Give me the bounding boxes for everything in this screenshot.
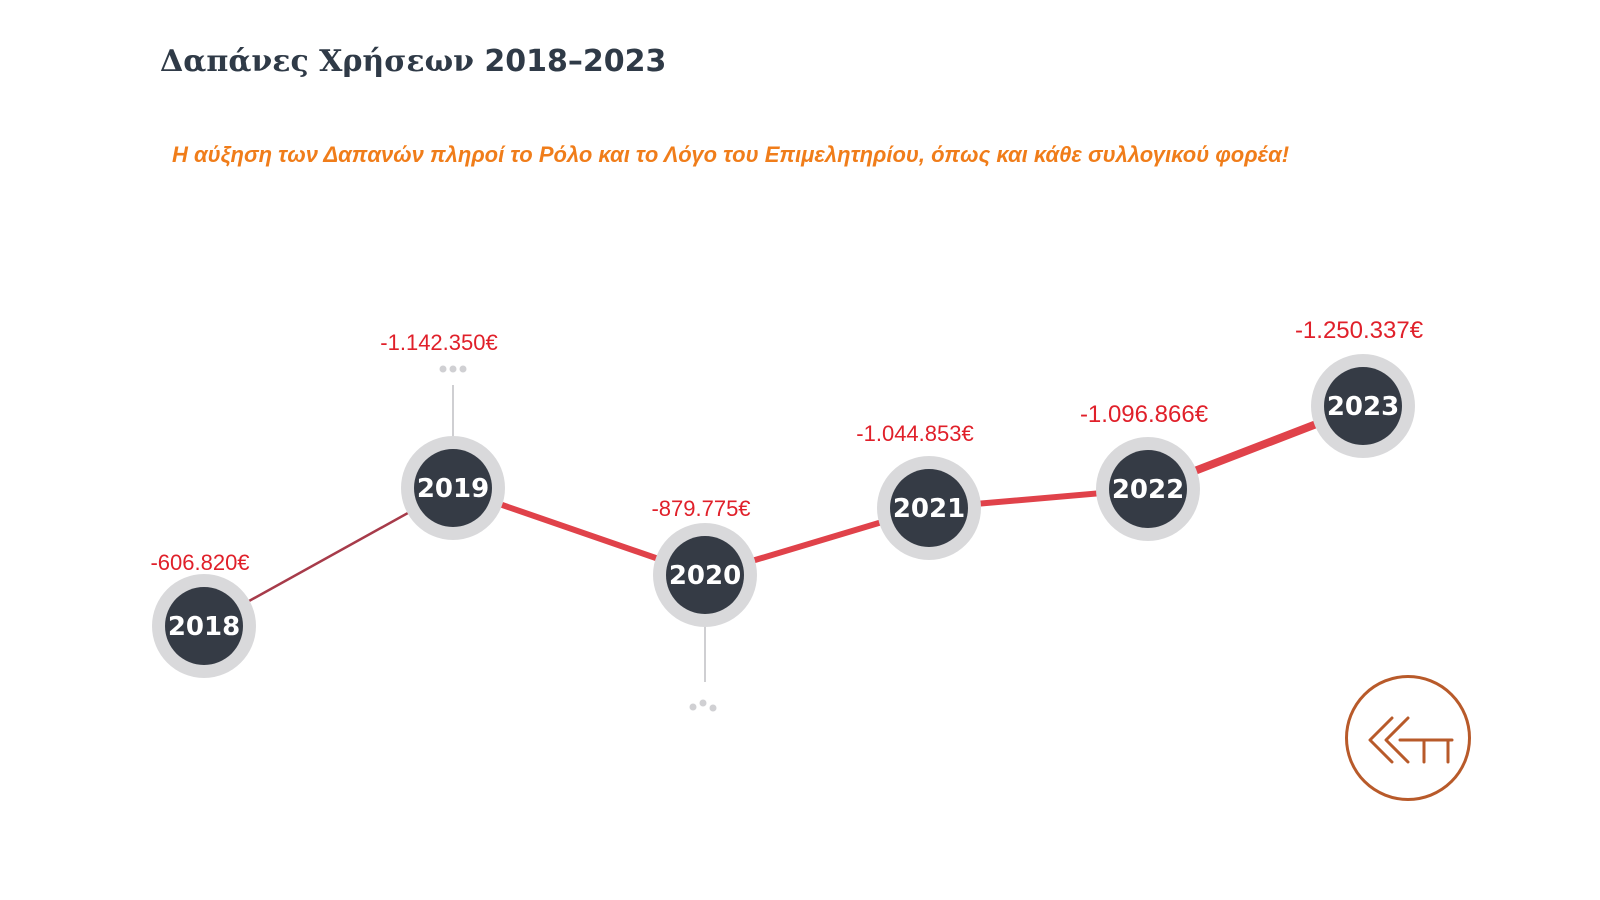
year-label: 2021 xyxy=(893,494,965,524)
value-label: -1.044.853€ xyxy=(856,421,973,446)
leader-dot xyxy=(709,704,717,712)
year-label: 2019 xyxy=(417,474,489,504)
title-years: 2018–2023 xyxy=(484,44,667,79)
leader-dot xyxy=(449,365,457,373)
year-label: 2020 xyxy=(669,561,741,591)
value-label: -1.142.350€ xyxy=(380,330,497,355)
year-label: 2022 xyxy=(1112,475,1184,505)
value-label: -606.820€ xyxy=(150,550,249,575)
year-label: 2018 xyxy=(168,612,240,642)
leader-dot xyxy=(689,703,697,711)
title-text: Δαπάνες Χρήσεων xyxy=(160,44,474,79)
leader-dot xyxy=(699,699,707,707)
year-node xyxy=(1109,450,1187,528)
year-node xyxy=(890,469,968,547)
year-label: 2023 xyxy=(1327,392,1399,422)
page-subtitle: Η αύξηση των Δαπανών πληροί το Ρόλο και … xyxy=(172,142,1290,167)
year-node xyxy=(165,587,243,665)
year-node xyxy=(666,536,744,614)
year-node xyxy=(1324,367,1402,445)
value-label: -879.775€ xyxy=(651,496,750,521)
chamber-logo-icon xyxy=(1368,716,1454,764)
leader-dot xyxy=(459,365,467,373)
value-label: -1.096.866€ xyxy=(1080,401,1209,428)
leader-dot xyxy=(439,365,447,373)
page-title: Δαπάνες Χρήσεων 2018–2023 xyxy=(160,44,666,79)
chamber-logo xyxy=(1345,675,1471,801)
year-node xyxy=(414,449,492,527)
value-label: -1.250.337€ xyxy=(1295,317,1424,344)
